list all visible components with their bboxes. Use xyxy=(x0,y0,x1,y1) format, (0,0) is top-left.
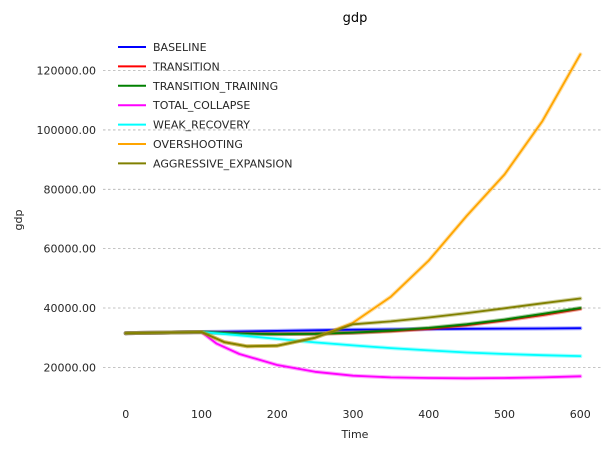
legend-label: WEAK_RECOVERY xyxy=(153,119,250,132)
x-axis-label: Time xyxy=(341,428,369,441)
y-tick-label: 20000.00 xyxy=(44,361,97,374)
x-tick-labels: 0 100 200 300 400 500 600 xyxy=(122,408,591,421)
legend-label: OVERSHOOTING xyxy=(153,138,243,151)
series-band xyxy=(123,330,583,359)
legend-label: AGGRESSIVE_EXPANSION xyxy=(153,157,292,170)
legend-label: TRANSITION_TRAINING xyxy=(152,80,278,93)
y-tick-labels: 20000.00 40000.00 60000.00 80000.00 100000.0… xyxy=(37,65,97,375)
x-tick-label: 600 xyxy=(570,408,591,421)
series-line xyxy=(124,53,582,348)
series-band xyxy=(123,296,583,349)
legend-label: TOTAL_COLLAPSE xyxy=(152,99,250,112)
chart-title: gdp xyxy=(343,11,368,26)
y-axis-label: gdp xyxy=(12,210,25,231)
y-tick-label: 60000.00 xyxy=(44,243,97,256)
legend: BASELINE TRANSITION TRANSITION_TRAINING TOT… xyxy=(118,41,292,170)
series-band xyxy=(123,52,583,349)
legend-label: BASELINE xyxy=(153,41,207,54)
grid xyxy=(103,70,603,368)
x-tick-label: 0 xyxy=(122,408,129,421)
y-tick-label: 100000.00 xyxy=(37,124,97,137)
series-line xyxy=(124,297,582,348)
x-tick-label: 200 xyxy=(267,408,288,421)
series-lines xyxy=(123,52,583,381)
y-tick-label: 80000.00 xyxy=(44,183,97,196)
x-tick-label: 300 xyxy=(343,408,364,421)
x-tick-label: 400 xyxy=(418,408,439,421)
y-tick-label: 40000.00 xyxy=(44,302,97,315)
legend-label: TRANSITION xyxy=(152,60,220,73)
x-tick-label: 500 xyxy=(494,408,515,421)
x-tick-label: 100 xyxy=(191,408,212,421)
y-tick-label: 120000.00 xyxy=(37,65,97,78)
